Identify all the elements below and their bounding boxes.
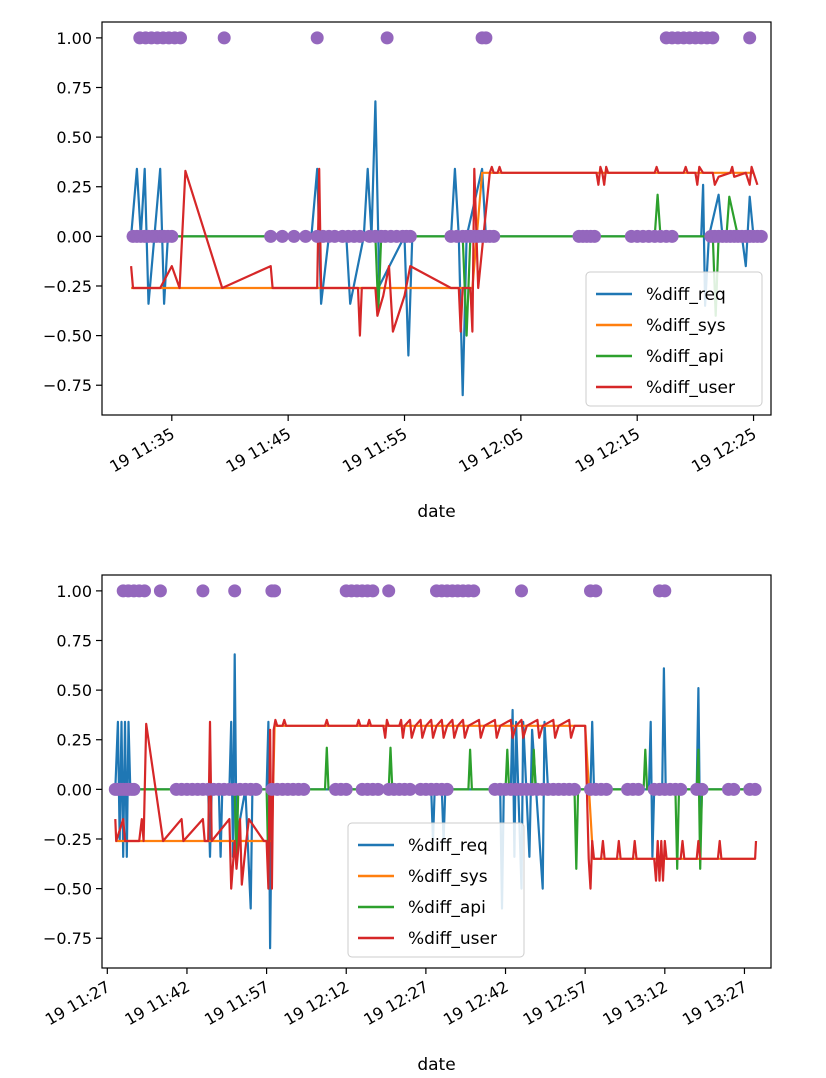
legend: %diff_req %diff_sys %diff_api %diff_user — [347, 822, 525, 958]
legend-label: %diff_api — [408, 898, 486, 918]
y-tick-label: 0.00 — [56, 227, 92, 246]
legend-label: %diff_req — [408, 836, 488, 856]
x-tick-label: 19 12:27 — [360, 977, 431, 1029]
marker-point — [568, 782, 581, 796]
marker-point — [138, 584, 151, 598]
marker-point — [268, 584, 282, 598]
marker-point — [297, 782, 311, 796]
marker-point — [353, 229, 367, 243]
marker-point — [706, 31, 720, 45]
marker-point — [743, 31, 757, 45]
marker-point — [366, 584, 380, 598]
marker-point — [380, 31, 394, 45]
marker-point — [588, 229, 601, 243]
marker-point — [748, 782, 762, 796]
plot-content — [126, 31, 768, 397]
marker-point — [228, 584, 242, 598]
x-tick-label: 19 13:27 — [679, 977, 750, 1029]
marker-point — [754, 229, 768, 243]
marker-point — [196, 584, 210, 598]
legend-label: %diff_sys — [646, 316, 726, 336]
legend: %diff_req %diff_sys %diff_api %diff_user — [585, 271, 763, 407]
x-tick-label: 19 11:27 — [42, 977, 113, 1029]
marker-point — [153, 584, 167, 598]
marker-point — [487, 229, 501, 243]
marker-point — [403, 229, 417, 243]
legend-box — [347, 822, 525, 958]
marker-point — [479, 31, 493, 45]
y-tick-label: 0.25 — [56, 178, 92, 197]
y-tick-label: 0.25 — [56, 731, 92, 750]
y-tick-label: 0.75 — [56, 632, 92, 651]
marker-point — [127, 782, 141, 796]
x-tick-label: 19 12:12 — [281, 977, 352, 1029]
legend-label: %diff_user — [408, 929, 497, 949]
x-tick-label: 19 11:35 — [106, 424, 177, 476]
marker-point — [275, 229, 289, 243]
marker-point — [727, 782, 741, 796]
x-tick-label: 19 11:55 — [339, 424, 410, 476]
plot-content — [108, 584, 762, 950]
x-axis-label: date — [417, 1055, 455, 1075]
y-tick-label: −0.25 — [43, 830, 92, 849]
marker-point — [631, 782, 645, 796]
marker-point — [339, 782, 353, 796]
chart-panel-2: 1.00 0.75 0.50 0.25 0.00 −0.25 −0.50 −0.75 19 11… — [42, 574, 772, 1075]
axes-frame — [101, 574, 772, 969]
series-line-diff-api — [131, 193, 754, 337]
marker-point — [264, 229, 278, 243]
series-line-diff-user — [130, 165, 759, 337]
marker-point — [371, 782, 385, 796]
legend-label: %diff_user — [646, 378, 735, 398]
y-tick-label: 0.50 — [56, 128, 92, 147]
y-tick-label: 0.00 — [56, 780, 92, 799]
marker-point — [515, 584, 528, 598]
axes-frame — [101, 21, 772, 416]
marker-point — [174, 31, 187, 45]
marker-point — [695, 782, 709, 796]
legend-box — [585, 271, 763, 407]
y-tick-label: −0.50 — [43, 327, 92, 346]
y-tick-label: −0.25 — [43, 277, 92, 296]
series-line-diff-user — [114, 718, 758, 890]
marker-point — [299, 229, 313, 243]
x-tick-label: 19 11:45 — [223, 424, 294, 476]
y-tick-label: 1.00 — [56, 582, 92, 601]
y-tick-label: −0.75 — [43, 929, 92, 948]
marker-point — [165, 229, 179, 243]
marker-point — [249, 782, 263, 796]
marker-point — [403, 782, 417, 796]
x-tick-label: 19 12:15 — [572, 424, 643, 476]
y-tick-label: 1.00 — [56, 29, 92, 48]
x-tick-label: 19 11:57 — [201, 977, 272, 1029]
marker-point — [287, 229, 301, 243]
y-tick-label: 0.50 — [56, 681, 92, 700]
legend-label: %diff_sys — [408, 867, 488, 887]
marker-point — [674, 782, 688, 796]
marker-point — [440, 782, 454, 796]
marker-point — [310, 31, 324, 45]
x-tick-label: 19 12:25 — [688, 424, 759, 476]
marker-point — [599, 782, 613, 796]
y-tick-label: −0.75 — [43, 376, 92, 395]
x-tick-label: 19 12:05 — [455, 424, 526, 476]
y-tick-label: −0.50 — [43, 880, 92, 899]
x-tick-label: 19 11:42 — [121, 977, 192, 1029]
marker-point — [665, 229, 679, 243]
x-axis-label: date — [417, 502, 455, 522]
legend-label: %diff_api — [646, 347, 724, 367]
chart-panel-1: 1.00 0.75 0.50 0.25 0.00 −0.25 −0.50 −0.75 19 11… — [43, 21, 772, 522]
marker-point — [382, 584, 396, 598]
marker-point — [467, 584, 481, 598]
legend-label: %diff_req — [646, 285, 726, 305]
marker-point — [658, 584, 672, 598]
y-tick-label: 0.75 — [56, 79, 92, 98]
marker-point — [589, 584, 603, 598]
marker-point — [217, 31, 231, 45]
x-tick-label: 19 12:42 — [440, 977, 511, 1029]
x-tick-label: 19 12:57 — [520, 977, 591, 1029]
x-tick-label: 19 13:12 — [599, 977, 670, 1029]
